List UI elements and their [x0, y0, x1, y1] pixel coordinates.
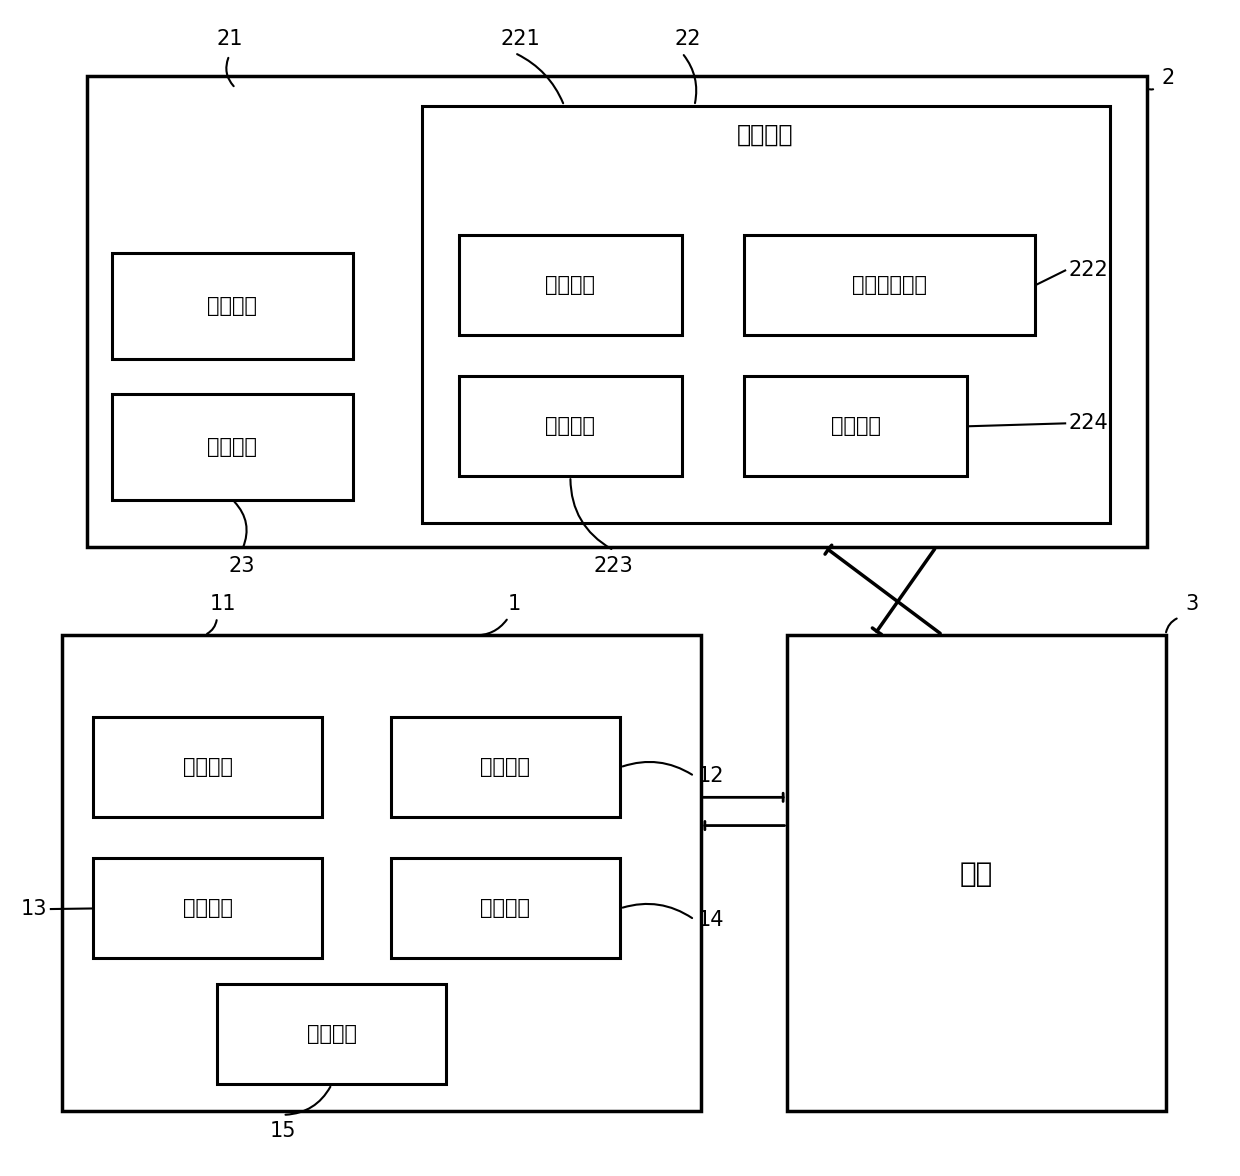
Bar	[787, 635, 1166, 1111]
Text: 控制单元: 控制单元	[182, 757, 233, 777]
Text: 14: 14	[698, 909, 724, 930]
Bar	[459, 235, 682, 335]
Bar	[87, 76, 1147, 547]
Text: 显示单元: 显示单元	[182, 898, 233, 918]
Text: 23: 23	[228, 556, 255, 576]
Bar	[112, 394, 353, 500]
Text: 控制单元: 控制单元	[737, 123, 794, 147]
Bar	[459, 376, 682, 476]
Text: 223: 223	[594, 556, 634, 576]
Bar	[112, 253, 353, 359]
Text: 存储单元: 存储单元	[207, 436, 258, 457]
Bar	[93, 858, 322, 958]
Text: 弹幕叠加单元: 弹幕叠加单元	[852, 275, 928, 295]
Text: 11: 11	[210, 594, 237, 614]
Text: 224: 224	[1069, 413, 1109, 434]
Text: 判断单元: 判断单元	[546, 275, 595, 295]
Text: 221: 221	[501, 29, 541, 49]
Bar	[744, 376, 967, 476]
Bar	[62, 635, 701, 1111]
Text: 通信单元: 通信单元	[306, 1024, 357, 1044]
Text: 222: 222	[1069, 260, 1109, 281]
Text: 3: 3	[1185, 594, 1199, 614]
Text: 网络: 网络	[960, 860, 992, 888]
Text: 输入单元: 输入单元	[480, 757, 531, 777]
Text: 13: 13	[21, 898, 47, 920]
Bar	[217, 984, 446, 1084]
Bar	[391, 717, 620, 817]
Text: 21: 21	[216, 29, 243, 49]
Bar	[93, 717, 322, 817]
Text: 追踪单元: 追踪单元	[831, 416, 880, 436]
Text: 存储单元: 存储单元	[480, 898, 531, 918]
Text: 识别单元: 识别单元	[546, 416, 595, 436]
Text: 2: 2	[1162, 68, 1176, 88]
Text: 22: 22	[675, 29, 702, 49]
Text: 通信单元: 通信单元	[207, 295, 258, 316]
Text: 12: 12	[698, 766, 724, 787]
Text: 15: 15	[269, 1121, 296, 1141]
Bar	[422, 106, 1110, 523]
Text: 1: 1	[508, 594, 521, 614]
Bar	[391, 858, 620, 958]
Bar	[744, 235, 1035, 335]
